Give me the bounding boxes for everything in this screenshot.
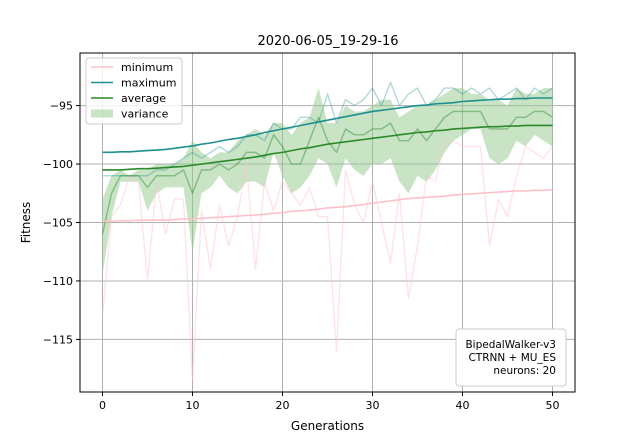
x-axis-label: Generations	[291, 419, 364, 433]
x-tick-label: 30	[366, 399, 380, 412]
legend-swatch-variance	[91, 109, 113, 118]
x-tick-label: 40	[456, 399, 470, 412]
y-tick-label: −100	[43, 158, 73, 171]
legend-box	[85, 57, 183, 125]
x-tick-label: 20	[276, 399, 290, 412]
series-lines-layer	[101, 81, 554, 382]
variance-band-layer	[102, 88, 553, 276]
x-tick-label: 50	[546, 399, 560, 412]
legend-label-minimum: minimum	[121, 61, 173, 74]
average-line	[102, 124, 553, 171]
x-tick-label: 0	[99, 399, 106, 412]
info-box-frame	[455, 328, 567, 387]
legend-label-average: average	[121, 92, 166, 105]
y-axis-label: Fitness	[19, 202, 33, 244]
info-box-line: neurons: 20	[493, 365, 556, 377]
y-tick-label: −110	[43, 275, 73, 288]
y-tick-label: −105	[43, 217, 73, 230]
chart-title: 2020-06-05_19-29-16	[257, 34, 398, 49]
y-tick-label: −115	[43, 333, 73, 346]
axis-ticks: 0 10 20 30 40 50 −115 −110 −105 −100 −95	[43, 100, 560, 412]
info-box-line: CTRNN + MU_ES	[468, 352, 556, 364]
x-tick-label: 10	[186, 399, 200, 412]
maximum-line	[102, 97, 553, 154]
minimum-line	[102, 188, 553, 223]
variance-band	[102, 88, 553, 276]
average-raw-line	[101, 110, 553, 235]
legend: minimum maximum average variance	[85, 57, 183, 125]
minimum-raw-line	[101, 139, 554, 382]
y-tick-label: −95	[50, 100, 73, 113]
maximum-raw-line	[102, 81, 553, 177]
legend-label-maximum: maximum	[121, 77, 176, 90]
legend-label-variance: variance	[121, 108, 169, 121]
info-box-line: BipedalWalker-v3	[465, 339, 556, 351]
